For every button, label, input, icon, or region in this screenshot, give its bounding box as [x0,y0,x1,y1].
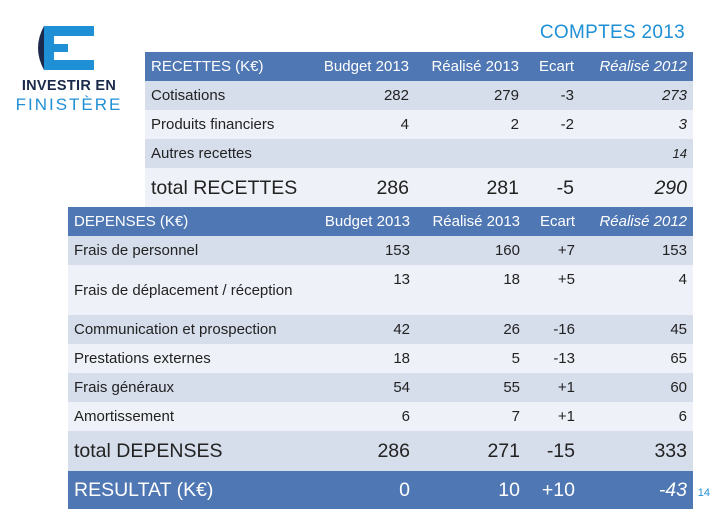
cell-realise-2012: 45 [581,315,693,344]
cell-budget: 153 [316,236,416,265]
table-row: Autres recettes 14 [145,139,693,168]
table-row: Amortissement 6 7 +1 6 [68,402,693,431]
resultat-ecart: +10 [526,471,581,509]
row-label: Frais de personnel [68,236,316,265]
row-label: Communication et prospection [68,315,316,344]
table-row: Frais de déplacement / réception 13 18 +… [68,265,693,315]
cell-realise: 160 [416,236,526,265]
cell-budget: 13 [316,265,416,315]
row-label: Prestations externes [68,344,316,373]
header-budget-2013: Budget 2013 [316,207,416,236]
header-budget-2013: Budget 2013 [305,52,415,81]
total-ecart: -15 [526,431,581,471]
cell-realise-2012: 14 [580,139,693,168]
total-realise: 271 [416,431,526,471]
header-realise-2012: Réalisé 2012 [581,207,693,236]
cell-budget: 6 [316,402,416,431]
investir-en-finistere-logo: INVESTIR EN FINISTÈRE [10,22,128,118]
cell-ecart: +7 [526,236,581,265]
header-realise-2012: Réalisé 2012 [580,52,693,81]
total-realise-2012: 290 [580,168,693,208]
cell-ecart: +1 [526,402,581,431]
cell-ecart: +1 [526,373,581,402]
cell-realise-2012: 4 [581,265,693,315]
depenses-total-row: total DEPENSES 286 271 -15 333 [68,431,693,471]
cell-realise-2012: 153 [581,236,693,265]
cell-ecart: -3 [525,81,580,110]
resultat-realise-2012: -43 [581,471,693,509]
cell-budget: 54 [316,373,416,402]
recettes-table: RECETTES (K€) Budget 2013 Réalisé 2013 E… [145,52,693,208]
logo-line2: FINISTÈRE [15,95,123,114]
table-row: Communication et prospection 42 26 -16 4… [68,315,693,344]
row-label: Amortissement [68,402,316,431]
cell-realise: 7 [416,402,526,431]
cell-realise: 5 [416,344,526,373]
cell-realise: 26 [416,315,526,344]
resultat-realise: 10 [416,471,526,509]
cell-realise: 279 [415,81,525,110]
cell-realise-2012: 273 [580,81,693,110]
cell-ecart [525,139,580,168]
resultat-label: RESULTAT (K€) [68,471,316,509]
table-row: Frais généraux 54 55 +1 60 [68,373,693,402]
cell-ecart: -16 [526,315,581,344]
logo-line1: INVESTIR EN [21,78,117,94]
total-realise-2012: 333 [581,431,693,471]
total-realise: 281 [415,168,525,208]
resultat-budget: 0 [316,471,416,509]
recettes-header-row: RECETTES (K€) Budget 2013 Réalisé 2013 E… [145,52,693,81]
row-label: Frais de déplacement / réception [68,265,316,315]
recettes-total-row: total RECETTES 286 281 -5 290 [145,168,693,208]
recettes-header-label: RECETTES (K€) [145,52,305,81]
table-row: Cotisations 282 279 -3 273 [145,81,693,110]
cell-ecart: -2 [525,110,580,139]
table-row: Frais de personnel 153 160 +7 153 [68,236,693,265]
depenses-header-row: DEPENSES (K€) Budget 2013 Réalisé 2013 E… [68,207,693,236]
cell-realise-2012: 6 [581,402,693,431]
row-label: Cotisations [145,81,305,110]
row-label: Produits financiers [145,110,305,139]
total-label: total RECETTES [145,168,305,208]
cell-realise [415,139,525,168]
cell-realise: 18 [416,265,526,315]
cell-budget: 18 [316,344,416,373]
header-realise-2013: Réalisé 2013 [415,52,525,81]
page-number: 14 [697,487,710,499]
cell-realise: 2 [415,110,525,139]
cell-ecart: +5 [526,265,581,315]
row-label: Frais généraux [68,373,316,402]
cell-ecart: -13 [526,344,581,373]
total-label: total DEPENSES [68,431,316,471]
row-label: Autres recettes [145,139,305,168]
page-title: COMPTES 2013 [539,22,685,43]
cell-budget: 4 [305,110,415,139]
header-ecart: Ecart [525,52,580,81]
table-row: Produits financiers 4 2 -2 3 [145,110,693,139]
table-row: Prestations externes 18 5 -13 65 [68,344,693,373]
cell-realise-2012: 65 [581,344,693,373]
depenses-header-label: DEPENSES (K€) [68,207,316,236]
cell-realise: 55 [416,373,526,402]
header-ecart: Ecart [526,207,581,236]
total-budget: 286 [305,168,415,208]
total-budget: 286 [316,431,416,471]
total-ecart: -5 [525,168,580,208]
cell-budget: 42 [316,315,416,344]
cell-realise-2012: 3 [580,110,693,139]
cell-budget: 282 [305,81,415,110]
depenses-table: DEPENSES (K€) Budget 2013 Réalisé 2013 E… [68,207,693,509]
logo-e-icon [38,26,94,70]
resultat-row: RESULTAT (K€) 0 10 +10 -43 [68,471,693,509]
cell-realise-2012: 60 [581,373,693,402]
header-realise-2013: Réalisé 2013 [416,207,526,236]
cell-budget [305,139,415,168]
